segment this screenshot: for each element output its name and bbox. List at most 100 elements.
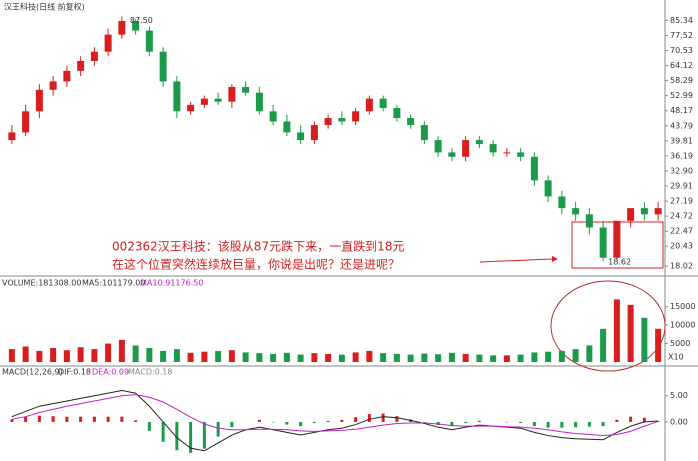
volume-bar: [132, 345, 139, 362]
legend: MA10:91176.50: [140, 279, 203, 288]
y-tick-label: 29.91: [670, 182, 693, 191]
y-tick-label: 0.00: [670, 417, 688, 426]
volume-bar: [407, 354, 414, 362]
y-tick-label: 18.02: [670, 262, 693, 271]
macd-bar: [381, 413, 385, 422]
candle-body: [585, 214, 593, 228]
volume-bar: [545, 351, 552, 362]
candle-body: [393, 108, 401, 119]
macd-bar: [587, 421, 591, 427]
macd-bar: [216, 421, 220, 437]
macd-line: [11, 394, 659, 437]
candle-body: [187, 104, 195, 112]
y-tick-label: 20.43: [670, 242, 693, 251]
candle-body: [599, 227, 607, 258]
candle-body: [324, 118, 332, 126]
volume-bar: [173, 349, 180, 362]
y-tick-label: 10000: [670, 321, 695, 330]
y-tick-label: 77.52: [670, 31, 693, 40]
volume-bar: [8, 349, 15, 362]
macd-bar: [642, 417, 646, 422]
candle-body: [214, 98, 222, 102]
candle-body: [283, 121, 291, 133]
macd-bar: [450, 421, 454, 427]
macd-bar: [147, 421, 151, 431]
macd-bar: [574, 421, 578, 428]
volume-bar: [393, 353, 400, 362]
candle-body: [49, 81, 57, 90]
candle-body: [35, 89, 43, 112]
macd-bar: [326, 420, 330, 422]
legend: DEA:0.09: [92, 368, 129, 377]
y-tick-label: 24.72: [670, 212, 693, 221]
volume-bar: [283, 352, 290, 362]
volume-bar: [421, 353, 428, 362]
macd-bar: [477, 420, 481, 422]
volume-bar: [338, 354, 345, 362]
candle-body: [489, 144, 497, 153]
candle-body: [544, 180, 552, 197]
candle-body: [627, 208, 635, 221]
macd-bar: [601, 421, 605, 427]
macd-bar: [92, 416, 96, 422]
annotation: 002362汉王科技：该股从87元跌下来，一直跌到18元: [112, 239, 404, 254]
volume-bar: [77, 347, 84, 362]
legend: VOLUME:181308.00: [2, 279, 81, 288]
candle-body: [255, 92, 263, 112]
volume-bar: [215, 350, 222, 362]
volume-bar: [490, 355, 497, 362]
unit-label: X10: [668, 353, 684, 362]
y-tick-label: 48.17: [670, 106, 693, 115]
candle-body: [242, 86, 250, 93]
candle-body: [379, 98, 387, 109]
candle-body: [448, 152, 456, 157]
candle-body: [475, 140, 483, 145]
volume-bar: [256, 353, 263, 362]
macd-bar: [395, 416, 399, 422]
candle-body: [654, 208, 662, 215]
volume-bar: [462, 353, 469, 362]
macd-bar: [532, 421, 536, 427]
volume-bar: [201, 351, 208, 362]
legend: MA5:101179.00: [82, 279, 145, 288]
macd-bar: [10, 419, 14, 422]
candle-body: [310, 125, 318, 141]
y-tick-label: 27.19: [670, 197, 693, 206]
legend: DIF:0.18: [58, 368, 91, 377]
candle-body: [503, 152, 511, 154]
macd-bar: [230, 421, 234, 428]
legend: MACD:0.18: [128, 368, 173, 377]
annotation: 在这个位置突然连续放巨量，你说是出呢？还是进呢？: [112, 257, 400, 272]
macd-bar: [24, 416, 28, 422]
y-tick-label: 43.79: [670, 121, 693, 130]
volume-bar: [435, 354, 442, 362]
y-tick-label: 22.47: [670, 227, 693, 236]
volume-bar: [627, 304, 634, 362]
macd-bar: [134, 420, 138, 422]
highlight-ellipse: [550, 280, 666, 372]
volume-bar: [600, 328, 607, 362]
y-tick-label: 32.90: [670, 166, 693, 175]
volume-bar: [380, 353, 387, 362]
candle-body: [90, 51, 98, 61]
volume-bar: [352, 352, 359, 362]
candle-body: [352, 111, 360, 122]
candle-body: [407, 118, 415, 126]
candle-body: [118, 21, 126, 35]
macd-bar: [106, 416, 110, 422]
candle-body: [22, 111, 30, 133]
legend: MACD(12,26,9): [2, 368, 63, 377]
macd-bar: [560, 421, 564, 428]
macd-bar: [436, 421, 440, 426]
macd-bar: [189, 421, 193, 453]
macd-bar: [519, 421, 523, 423]
macd-bar: [202, 421, 206, 449]
candle-body: [613, 220, 621, 258]
volume-bar: [270, 353, 277, 362]
candle-body: [145, 30, 153, 52]
macd-bar: [546, 421, 550, 428]
candle-body: [572, 208, 580, 215]
volume-bar: [311, 353, 318, 362]
volume-bar: [572, 349, 579, 362]
volume-bar: [118, 339, 125, 362]
